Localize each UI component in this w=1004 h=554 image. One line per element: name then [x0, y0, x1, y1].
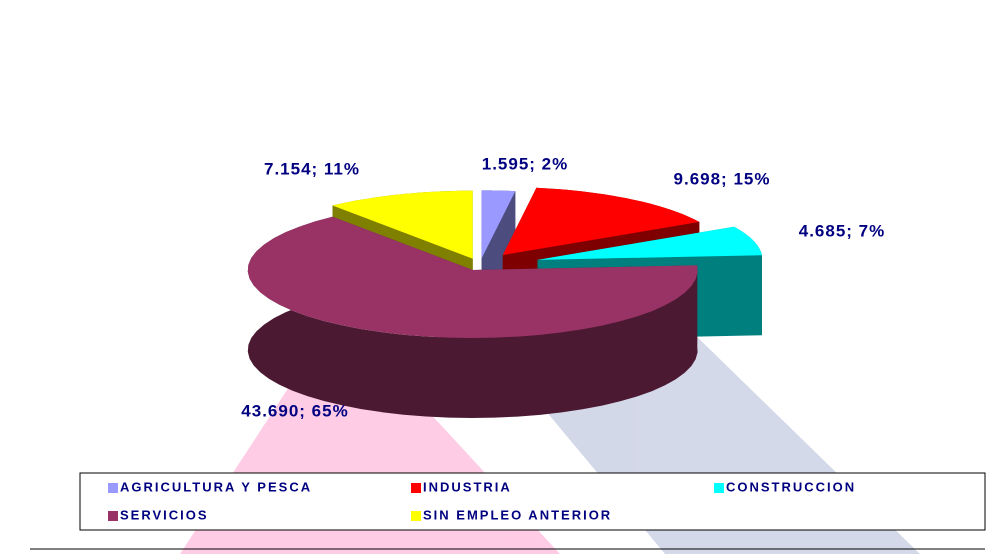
legend-label: CONSTRUCCION	[726, 479, 856, 494]
legend-label: INDUSTRIA	[423, 479, 512, 494]
value-label: 43.690; 65%	[241, 401, 348, 420]
legend-swatch	[108, 511, 118, 521]
slice	[502, 187, 700, 256]
value-labels: 1.595; 2% 9.698; 15% 4.685; 7% 43.690; 65% 7…	[241, 154, 886, 420]
legend-swatch	[411, 511, 421, 521]
legend-label: SERVICIOS	[120, 507, 209, 522]
legend-box	[79, 472, 986, 531]
value-label: 4.685; 7%	[799, 221, 886, 240]
value-label: 7.154; 11%	[264, 159, 360, 178]
value-label: 9.698; 15%	[674, 169, 771, 188]
slice-side	[247, 216, 698, 418]
legend-label: AGRICULTURA Y PESCA	[120, 479, 312, 494]
slice	[332, 190, 473, 259]
legend: AGRICULTURA Y PESCA INDUSTRIA CONSTRUCCION…	[108, 479, 856, 522]
legend-swatch	[714, 483, 724, 493]
slice	[537, 226, 762, 260]
slice	[247, 216, 698, 338]
legend-swatch	[411, 483, 421, 493]
slice	[481, 190, 516, 259]
value-label: 1.595; 2%	[482, 154, 569, 173]
legend-label: SIN EMPLEO ANTERIOR	[423, 507, 612, 522]
legend-swatch	[108, 483, 118, 493]
pie-tops	[247, 187, 762, 338]
